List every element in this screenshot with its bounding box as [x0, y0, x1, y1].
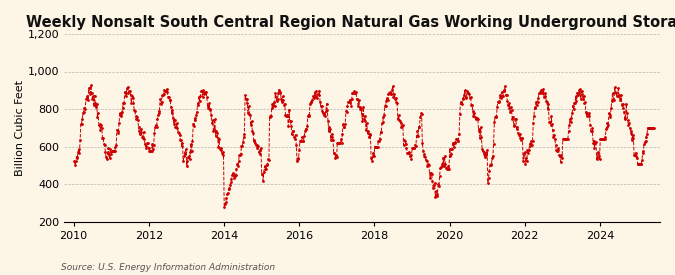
Text: Source: U.S. Energy Information Administration: Source: U.S. Energy Information Administ…	[61, 263, 275, 272]
Title: Weekly Nonsalt South Central Region Natural Gas Working Underground Storage: Weekly Nonsalt South Central Region Natu…	[26, 15, 675, 30]
Y-axis label: Billion Cubic Feet: Billion Cubic Feet	[15, 80, 25, 176]
